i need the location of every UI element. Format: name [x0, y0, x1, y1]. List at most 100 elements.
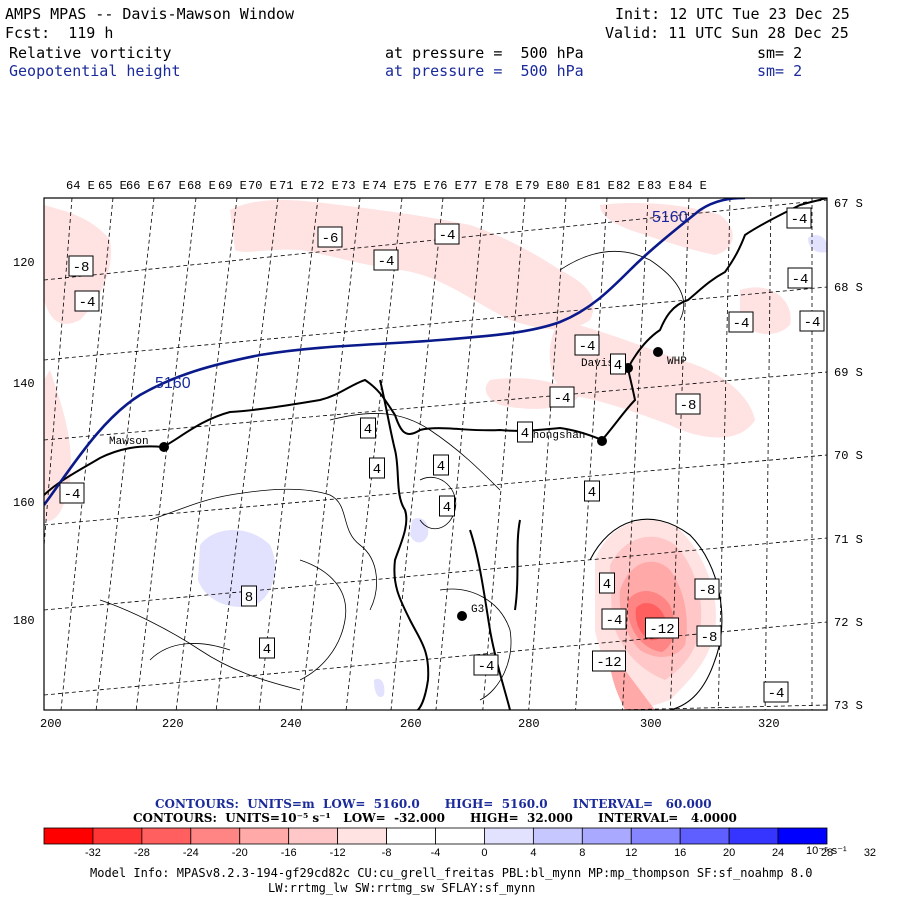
x-tick-label: 280 [518, 717, 540, 731]
vort-shade [230, 200, 594, 330]
colorbar-label: -20 [232, 847, 248, 859]
x-tick-label: 220 [162, 717, 184, 731]
height-contour-label: 5160 [652, 209, 688, 226]
vort-label-box [439, 495, 455, 517]
vort-label-box [517, 421, 533, 443]
vort-label: -8 [701, 630, 718, 646]
colorbar-swatch [337, 827, 387, 845]
colorbar-label: -28 [134, 847, 150, 859]
lon-label: 81 E [586, 179, 615, 193]
field1-pressure: at pressure = 500 hPa [385, 44, 584, 62]
colorbar-swatch [630, 827, 681, 845]
vort-shade [808, 235, 827, 253]
x-tick-label: 240 [280, 717, 302, 731]
vort-label-box [317, 226, 343, 248]
colorbar-label: 12 [625, 847, 637, 859]
lat-label: 71 S [834, 533, 863, 547]
lon-label: 77 E [463, 179, 492, 193]
field2-label: Geopotential height [9, 62, 181, 80]
valid-time: Valid: 11 UTC Sun 28 Dec 25 [605, 24, 849, 42]
colorbar-units: 10⁻⁵ s⁻¹ [806, 845, 847, 857]
vort-label: -12 [649, 622, 674, 638]
colorbar-label: 16 [674, 847, 686, 859]
height-contour-label: 5160 [155, 375, 191, 392]
station-label: Zhongshan [526, 430, 585, 442]
colorbar-swatch [386, 827, 436, 845]
y-tick-label: 160 [13, 496, 35, 510]
vort-label-box [433, 454, 449, 476]
colorbar-label: 24 [772, 847, 784, 859]
colorbar-label: 8 [579, 847, 585, 859]
station-marker [653, 347, 663, 357]
vort-label: 4 [603, 577, 611, 593]
vort-label-box [369, 457, 385, 479]
model-info-physics: LW:rrtmg_lw SW:rrtmg_sw SFLAY:sf_mynn [268, 881, 536, 895]
vort-label: -4 [733, 316, 750, 332]
lon-label: 74 E [372, 179, 401, 193]
station-marker [159, 442, 169, 452]
colorbar-swatch [435, 827, 485, 845]
vort-label-box [696, 625, 722, 647]
vort-label: 4 [614, 358, 622, 374]
station-label: Davis [581, 358, 614, 370]
vort-label-box [473, 654, 499, 676]
vort-label: -4 [768, 686, 785, 702]
vort-label: -4 [554, 391, 571, 407]
vort-label: -8 [680, 398, 697, 414]
field2-pressure: at pressure = 500 hPa [385, 62, 584, 80]
field1-label: Relative vorticity [9, 44, 172, 62]
vort-shade [410, 518, 429, 543]
vort-label-box [610, 353, 626, 375]
vort-label: 4 [373, 462, 381, 478]
vort-label: 4 [263, 642, 271, 658]
field1-smoothing: sm= 2 [757, 44, 803, 62]
vort-label: -6 [322, 231, 339, 247]
vort-label-box [763, 681, 789, 703]
height-contour-info: CONTOURS: UNITS=m LOW= 5160.0 HIGH= 5160… [155, 797, 712, 811]
vort-label-box [694, 578, 720, 600]
x-tick-label: 260 [400, 717, 422, 731]
lon-label: 72 E [310, 179, 339, 193]
lat-label: 70 S [834, 449, 863, 463]
colorbar-swatch [141, 827, 192, 845]
vort-label: -4 [378, 254, 395, 270]
coastline [44, 198, 827, 710]
vort-label: 8 [245, 590, 253, 606]
forecast-hour: Fcst: 119 h [5, 24, 114, 42]
vort-shade [600, 203, 733, 255]
lat-label: 68 S [834, 281, 863, 295]
station-marker [597, 436, 607, 446]
vort-contours [99, 250, 723, 710]
model-info: Model Info: MPASv8.2.3-194-gf29cd82c CU:… [90, 866, 813, 880]
colorbar-label: 32 [864, 847, 876, 859]
x-tick-label: 200 [40, 717, 62, 731]
colorbar-label: 0 [481, 847, 487, 859]
station-marker [457, 611, 467, 621]
vort-label: 4 [521, 426, 529, 442]
vort-label: -4 [64, 487, 81, 503]
vort-contour-info: CONTOURS: UNITS=10⁻⁵ s⁻¹ LOW= -32.000 HI… [133, 811, 737, 825]
lat-label: 73 S [834, 699, 863, 713]
colorbar-label: -4 [431, 847, 441, 859]
lat-lon-grid [44, 198, 827, 710]
lon-label: 82 E [616, 179, 645, 193]
vort-label: -4 [792, 272, 809, 288]
colorbar-label: -8 [382, 847, 392, 859]
vort-label-box [787, 267, 813, 289]
lon-label: 64 E [66, 179, 95, 193]
vort-shade [549, 320, 755, 438]
station-label: Mawson [109, 436, 149, 448]
colorbar-swatch [43, 827, 94, 845]
vort-label: 4 [443, 500, 451, 516]
vort-label: -4 [791, 212, 808, 228]
y-tick-label: 120 [13, 256, 35, 270]
vort-label-box [645, 617, 679, 639]
lon-label: 78 E [494, 179, 523, 193]
y-tick-label: 140 [13, 377, 35, 391]
colorbar-swatch [581, 827, 632, 845]
vort-label-box [584, 480, 600, 502]
vort-label-box [59, 482, 85, 504]
lat-label: 72 S [834, 616, 863, 630]
lon-label: 76 E [433, 179, 462, 193]
